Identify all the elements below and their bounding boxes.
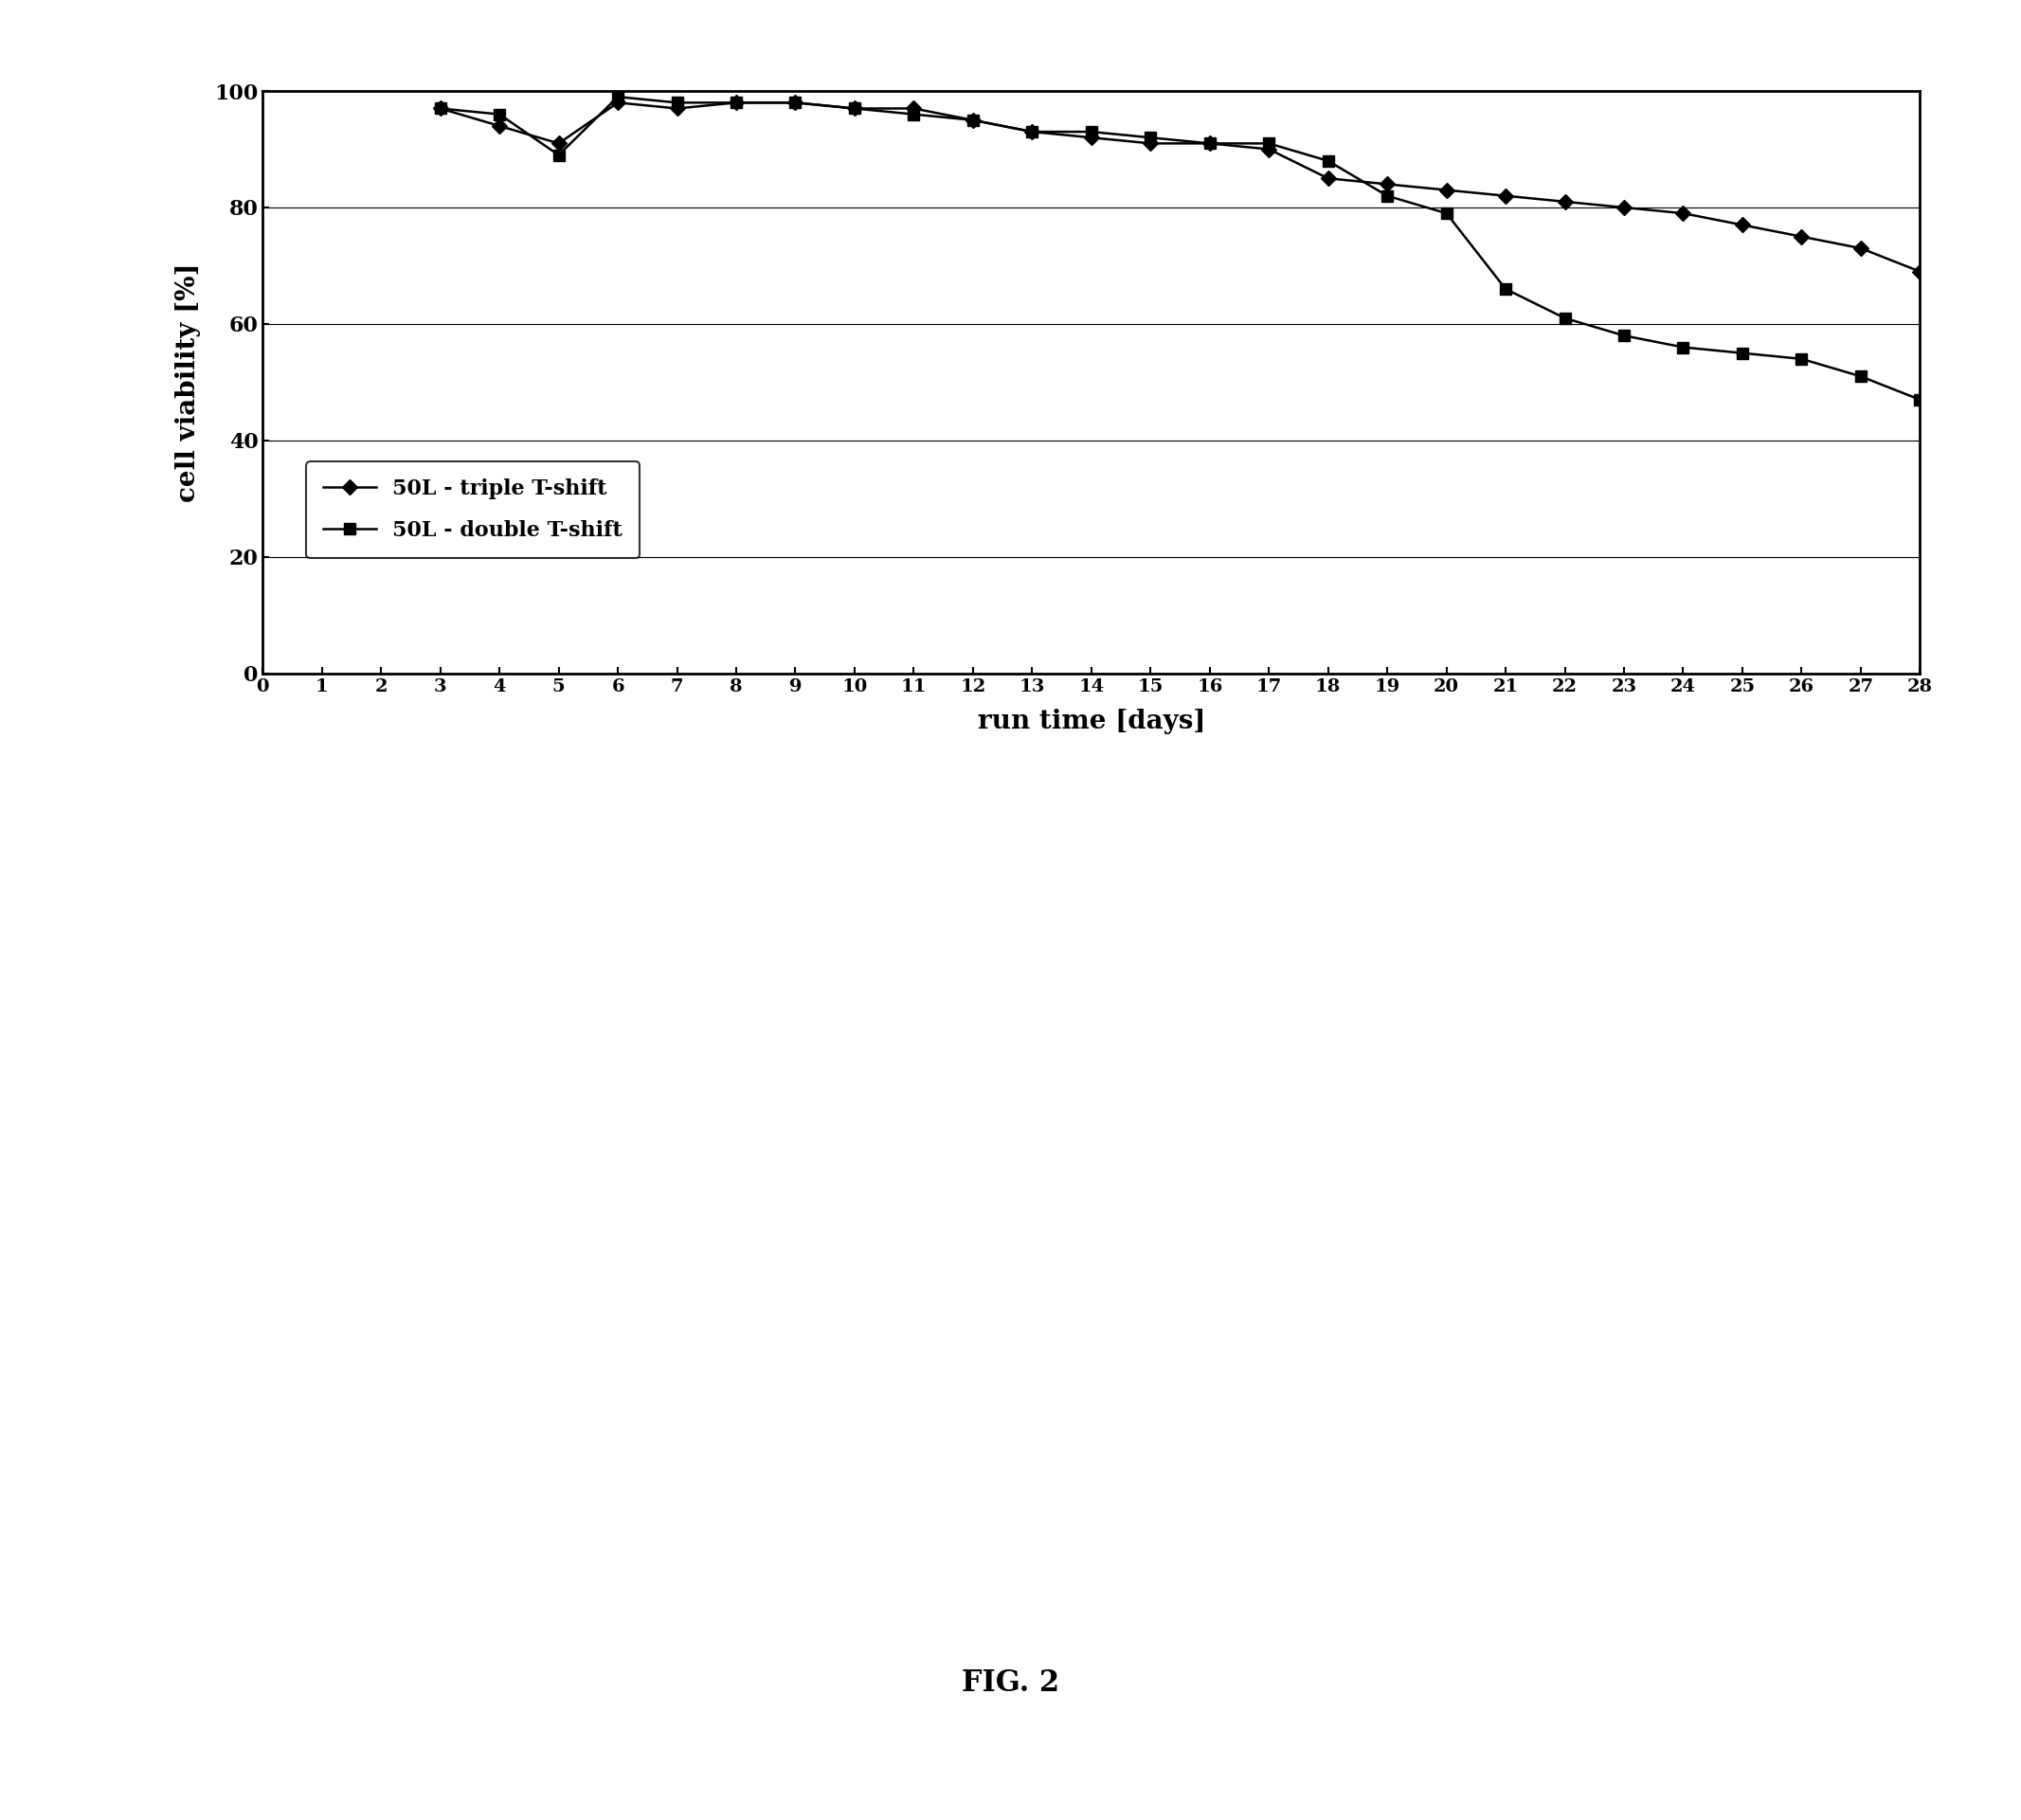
50L - double T-shift (784, 91, 808, 113)
Legend: 50L - triple T-shift, 50L - double T-shift: 50L - triple T-shift, 50L - double T-shi… (307, 462, 639, 559)
Line: 50L - triple T-shift: 50L - triple T-shift (435, 98, 1926, 277)
50L - double T-shift (1257, 133, 1281, 155)
50L - double T-shift (1021, 120, 1045, 142)
50L - double T-shift (1730, 342, 1754, 364)
50L - triple T-shift (1435, 178, 1459, 200)
Text: FIG. 2: FIG. 2 (962, 1669, 1059, 1698)
50L - double T-shift (1374, 186, 1399, 207)
Y-axis label: cell viability [%]: cell viability [%] (176, 262, 202, 502)
50L - triple T-shift (606, 91, 631, 113)
50L - double T-shift (1198, 133, 1223, 155)
50L - triple T-shift (1257, 138, 1281, 160)
50L - triple T-shift (724, 91, 748, 113)
50L - double T-shift (1435, 202, 1459, 224)
50L - triple T-shift (1316, 167, 1340, 189)
50L - double T-shift (1494, 278, 1518, 300)
50L - triple T-shift (1849, 237, 1873, 258)
50L - double T-shift (901, 104, 926, 126)
50L - double T-shift (843, 98, 867, 120)
50L - triple T-shift (960, 109, 984, 131)
50L - double T-shift (1908, 389, 1932, 411)
X-axis label: run time [days]: run time [days] (978, 708, 1205, 733)
50L - triple T-shift (1908, 260, 1932, 282)
50L - double T-shift (724, 91, 748, 113)
50L - triple T-shift (901, 98, 926, 120)
50L - triple T-shift (784, 91, 808, 113)
50L - triple T-shift (487, 115, 511, 136)
50L - double T-shift (487, 104, 511, 126)
50L - double T-shift (546, 144, 570, 166)
50L - triple T-shift (1138, 133, 1162, 155)
50L - double T-shift (1671, 337, 1696, 359)
50L - triple T-shift (1730, 215, 1754, 237)
50L - triple T-shift (1552, 191, 1576, 213)
50L - triple T-shift (1789, 226, 1813, 248)
50L - triple T-shift (1198, 133, 1223, 155)
50L - triple T-shift (1021, 120, 1045, 142)
50L - double T-shift (1789, 348, 1813, 369)
50L - double T-shift (960, 109, 984, 131)
50L - double T-shift (606, 86, 631, 107)
50L - double T-shift (1079, 120, 1103, 142)
50L - double T-shift (428, 98, 453, 120)
50L - triple T-shift (665, 98, 689, 120)
50L - triple T-shift (546, 133, 570, 155)
50L - double T-shift (1138, 127, 1162, 149)
Line: 50L - double T-shift: 50L - double T-shift (435, 91, 1926, 404)
50L - double T-shift (1613, 324, 1637, 346)
50L - triple T-shift (1613, 197, 1637, 218)
50L - triple T-shift (1079, 127, 1103, 149)
50L - double T-shift (1316, 149, 1340, 171)
50L - triple T-shift (1374, 173, 1399, 195)
50L - triple T-shift (1494, 186, 1518, 207)
50L - triple T-shift (428, 98, 453, 120)
50L - triple T-shift (843, 98, 867, 120)
50L - double T-shift (1849, 366, 1873, 388)
50L - triple T-shift (1671, 202, 1696, 224)
50L - double T-shift (1552, 308, 1576, 329)
50L - double T-shift (665, 91, 689, 113)
